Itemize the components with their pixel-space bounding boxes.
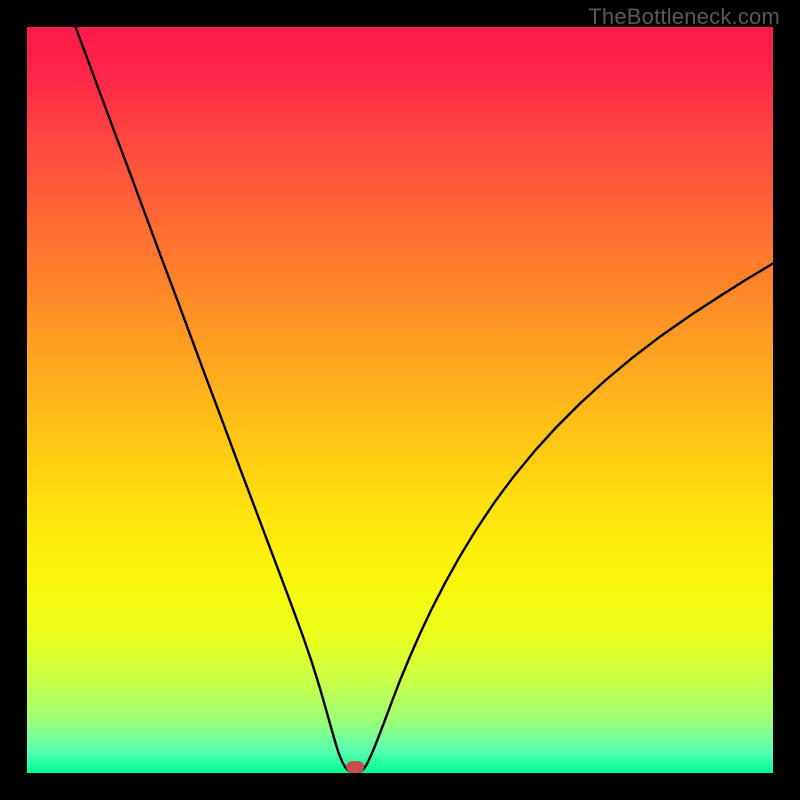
gradient-background	[27, 27, 773, 773]
plot-area	[27, 27, 773, 773]
optimum-marker	[346, 761, 364, 773]
chart-frame: TheBottleneck.com	[0, 0, 800, 800]
plot-svg	[27, 27, 773, 773]
